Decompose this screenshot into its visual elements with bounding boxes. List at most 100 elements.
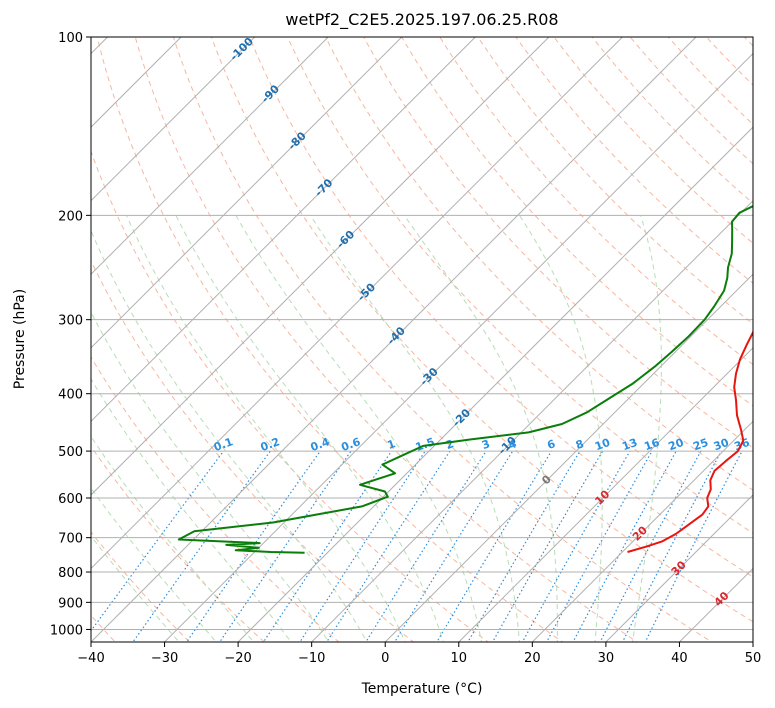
dry-adiabat-line [705, 37, 753, 86]
y-tick-label: 600 [58, 492, 83, 507]
dry-adiabat-line [477, 37, 753, 325]
isotherm-line [384, 273, 753, 642]
moist-adiabat-line [126, 215, 406, 642]
moist-adiabat-line [175, 215, 444, 642]
dewpoint-profile-line [177, 204, 753, 554]
x-tick-label: 40 [671, 651, 688, 666]
dry-adiabat-line [248, 37, 753, 578]
mixing-ratio-label: 13 [620, 436, 639, 453]
x-tick-label: 0 [381, 651, 389, 666]
y-tick-label: 800 [58, 566, 83, 581]
y-axis-title: Pressure (hPa) [12, 289, 28, 389]
isotherm-line [605, 494, 753, 642]
isotherm-label: -90 [259, 82, 282, 105]
dry-adiabat-line [667, 37, 753, 126]
dry-adiabat-line [210, 37, 753, 623]
dry-adiabat-line [515, 37, 753, 284]
x-tick-label: −20 [224, 651, 251, 666]
mixing-ratio-label: 16 [642, 436, 661, 454]
y-tick-label: 700 [58, 532, 83, 547]
x-axis-title: Temperature (°C) [361, 681, 483, 697]
dry-adiabat-line [286, 37, 753, 534]
mixing-ratio-label: 3 [480, 437, 492, 452]
mixing-ratio-line [621, 450, 722, 642]
moist-adiabat-line [235, 215, 482, 642]
line-labels: -100-90-80-70-60-50-40-30-20-10010203040… [212, 35, 752, 609]
mixing-ratio-label: 4 [507, 437, 519, 452]
y-tick-label: 100 [58, 31, 83, 46]
mixing-ratio-line [326, 450, 451, 642]
background-lines [91, 37, 753, 642]
moist-adiabat-line [91, 535, 180, 642]
mixing-ratio-line [262, 450, 392, 642]
dry-adiabat-line [91, 150, 489, 642]
isotherm-line [311, 199, 753, 642]
dry-adiabat-line [91, 356, 340, 642]
x-tick-label: −10 [298, 651, 325, 666]
isotherm-line [91, 37, 476, 423]
y-tick-label: 400 [58, 388, 83, 403]
mixing-ratio-line [219, 450, 352, 642]
mixing-ratio-label: 25 [691, 436, 710, 453]
x-tick-label: −40 [77, 651, 104, 666]
dry-adiabat-line [439, 37, 753, 366]
x-tick-label: −30 [151, 651, 178, 666]
dry-adiabat-line [325, 37, 753, 491]
mixing-ratio-label: 0.1 [212, 435, 235, 454]
mixing-ratio-label: 30 [712, 436, 731, 454]
mixing-ratio-label: 1.5 [414, 435, 437, 454]
mixing-ratio-line [491, 450, 604, 642]
isotherm-line [91, 37, 256, 202]
mixing-ratio-line [394, 450, 514, 642]
dry-adiabat-line [91, 531, 191, 642]
mixing-ratio-line [185, 450, 321, 642]
mixing-ratio-label: 0.6 [339, 435, 362, 454]
moist-adiabat-line [403, 215, 558, 642]
isotherm-line [91, 37, 403, 349]
isotherm-line [91, 37, 623, 570]
dry-adiabat-line [91, 445, 265, 642]
y-tick-label: 500 [58, 445, 83, 460]
moist-adiabat-line [91, 229, 368, 642]
isotherm-label: -50 [355, 280, 378, 303]
chart-title: wetPf2_C2E5.2025.197.06.25.R08 [285, 10, 558, 30]
y-tick-label: 300 [58, 314, 83, 329]
isotherm-line [458, 347, 753, 642]
moist-adiabat-line [91, 378, 292, 642]
dry-adiabat-line [172, 37, 713, 642]
mixing-ratio-line [467, 450, 581, 642]
isotherm-line [91, 37, 329, 275]
moist-adiabat-line [91, 487, 217, 642]
mixing-ratio-line [436, 450, 553, 642]
moist-adiabat-line [309, 215, 520, 642]
isotherm-line [237, 126, 753, 642]
moist-adiabat-line [91, 435, 255, 642]
plot-frame [90, 36, 754, 643]
isotherm-line [91, 37, 550, 496]
isotherm-label: -100 [227, 35, 256, 64]
moist-adiabat-line [519, 215, 603, 642]
mixing-ratio-line [545, 450, 653, 642]
mixing-ratio-line [132, 450, 271, 642]
dry-adiabat-line [401, 37, 753, 407]
moist-adiabat-line [631, 215, 662, 642]
x-tick-label: 50 [745, 651, 762, 666]
isotherm-label: -60 [334, 228, 357, 251]
mixing-ratio-label: 2 [444, 437, 456, 452]
isotherm-line [679, 567, 753, 642]
dry-adiabat-line [96, 37, 564, 642]
temperature-profile-line [627, 329, 753, 553]
dry-adiabat-line [363, 37, 753, 449]
dry-adiabat-line [134, 37, 639, 642]
mixing-ratio-label: 1 [386, 437, 398, 452]
dry-adiabat-line [553, 37, 753, 244]
y-tick-label: 200 [58, 209, 83, 224]
profile-lines [177, 204, 753, 554]
y-tick-label: 1000 [50, 623, 83, 638]
dry-adiabat-line [629, 37, 753, 165]
x-tick-label: 10 [451, 651, 468, 666]
isotherm-line [164, 52, 753, 642]
y-tick-label: 900 [58, 596, 83, 611]
dry-adiabat-line [591, 37, 753, 204]
